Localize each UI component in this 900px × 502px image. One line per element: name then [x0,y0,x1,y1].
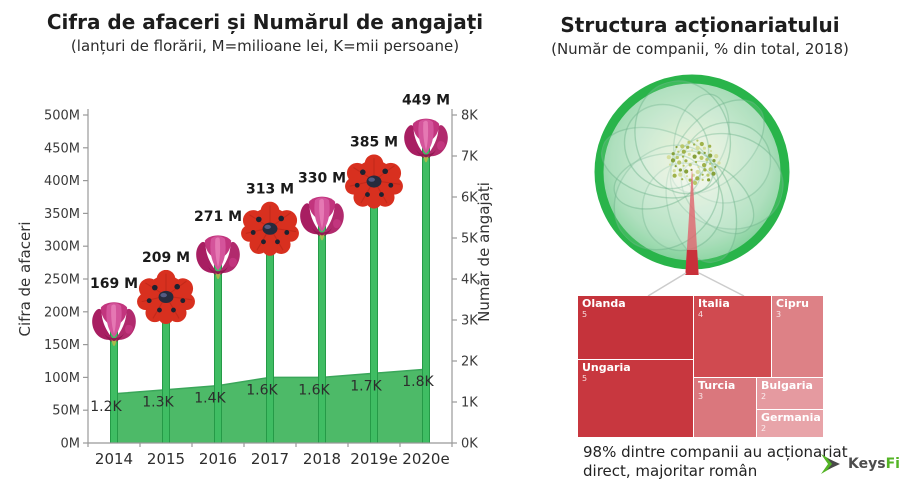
keysfin-chevron-icon [821,454,840,474]
poppy-flower-marker [240,201,300,257]
left-axis-tick-label: 150M [44,338,80,353]
left-axis-tick-label: 50M [52,404,80,419]
right-axis-tick-label: 3K [461,314,478,329]
right-axis-tick-label: 6K [461,191,478,206]
flower-stem [318,220,326,444]
treemap-cell-label: Olanda [582,297,626,310]
left-axis-tick-label: 350M [44,207,80,222]
left-axis-tick-label: 300M [44,240,80,255]
x-axis-category-label: 2020e [402,450,449,468]
x-axis-category-label: 2019e [350,450,397,468]
employees-value-label: 1.4K [194,391,226,407]
right-axis-tick-label: 4K [461,273,478,288]
flower-stem [214,258,222,444]
axes [83,109,457,447]
employees-value-label: 1.3K [142,395,174,411]
left-axis-tick-label: 450M [44,141,80,156]
pie-minority-wedge [685,168,699,269]
treemap-cell-label: Germania [761,411,821,424]
employees-value-label: 1.8K [402,374,434,390]
left-chart-subtitle: (lanțuri de florării, M=milioane lei, K=… [70,37,460,55]
left-axis-tick-label: 0M [61,437,81,452]
flower-petals [600,80,784,264]
keysfin-logo: KeysFin [820,453,900,475]
pie-minority-wedge-tip [685,250,699,275]
treemap-cell-label: Italia [698,297,730,310]
treemap-cell-value: 3 [776,309,782,319]
treemap-cell-label: Bulgaria [761,379,813,392]
ownership-caption: 98% dintre companii au acționariat direc… [583,443,848,481]
turnover-value-label: 385 M [350,134,398,150]
employees-value-label: 1.7K [350,378,382,394]
poppy-flower-marker [344,154,404,210]
right-chart-title: Structura acționariatului [560,13,840,37]
x-axis-category-label: 2014 [95,450,133,468]
right-axis-title: Număr de angajați [475,182,493,322]
keysfin-wordmark: KeysFin [848,456,900,472]
treemap-cell-value: 3 [698,391,704,401]
tulip-flower-marker [92,302,136,347]
turnover-value-label: 313 M [246,182,294,198]
flower-stem [266,231,274,444]
right-axis-tick-label: 5K [461,232,478,247]
right-axis-tick-label: 7K [461,150,478,165]
turnover-value-label: 209 M [142,250,190,266]
tulip-flower-marker [300,196,344,241]
turnover-value-label: 169 M [90,276,138,292]
right-axis-tick-label: 8K [461,109,478,124]
poppy-flower-marker [136,269,196,325]
flower-stem [370,183,378,444]
turnover-value-label: 449 M [402,92,450,108]
turnover-value-label: 271 M [194,209,242,225]
treemap-cell-value: 5 [582,309,588,319]
right-axis-tick-label: 0K [461,437,478,452]
treemap-cell-label: Cipru [776,297,809,310]
x-axis-category-label: 2015 [147,450,185,468]
right-axis-tick-label: 2K [461,355,478,370]
x-axis-category-label: 2017 [251,450,289,468]
x-axis-category-label: 2018 [303,450,341,468]
flower-stamens [666,139,721,185]
left-axis-tick-label: 400M [44,174,80,189]
tulip-flower-marker [196,235,240,280]
left-axis-tick-label: 500M [44,109,80,124]
treemap-cell-value: 2 [761,391,767,401]
left-axis-tick-label: 250M [44,273,80,288]
treemap-cell-label: Ungaria [582,361,631,374]
employees-value-label: 1.6K [246,382,278,398]
x-axis-category-label: 2016 [199,450,237,468]
treemap-cell-italia: Italia 4 [694,296,771,377]
tulip-flower-marker [404,118,448,163]
employees-value-label: 1.6K [298,382,330,398]
treemap-connector-line [647,272,687,297]
treemap-cell-cipru: Cipru 3 [772,296,823,377]
treemap-cell-turcia: Turcia 3 [694,378,756,437]
turnover-value-label: 330 M [298,171,346,187]
left-axis-tick-label: 200M [44,305,80,320]
treemap-cell-germania: Germania 2 [757,410,823,437]
left-chart-title: Cifra de afaceri și Numărul de angajați [46,10,484,34]
treemap-cell-value: 4 [698,309,704,319]
treemap-cell-bulgaria: Bulgaria 2 [757,378,823,409]
shareholder-country-treemap: Olanda 5 Ungaria 5 Italia 4 Cipru 3 Turcia 3 Bulga… [578,296,823,437]
treemap-cell-ungaria: Ungaria 5 [578,360,693,437]
right-axis-tick-label: 1K [461,396,478,411]
treemap-cell-value: 5 [582,373,588,383]
right-chart-subtitle: (Număr de companii, % din total, 2018) [551,40,849,58]
flower-stem [422,141,430,444]
left-axis-title: Cifra de afaceri [16,221,34,336]
treemap-connector-line [698,272,745,297]
left-axis-tick-label: 100M [44,371,80,386]
employees-value-label: 1.2K [90,399,122,415]
shareholder-pie-chart [594,74,790,297]
treemap-cell-olanda: Olanda 5 [578,296,693,359]
treemap-cell-value: 2 [761,423,767,433]
treemap-cell-label: Turcia [698,379,736,392]
